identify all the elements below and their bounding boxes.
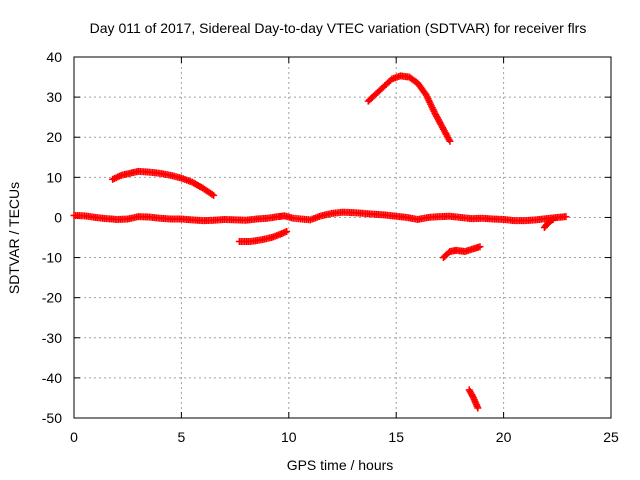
data-point xyxy=(549,215,557,223)
chart-title: Day 011 of 2017, Sidereal Day-to-day VTE… xyxy=(90,20,587,36)
data-point xyxy=(474,404,482,412)
x-tick-label: 25 xyxy=(603,429,619,445)
series-dip-22 xyxy=(540,215,557,231)
series-arc-early xyxy=(109,167,218,199)
data-points xyxy=(70,72,570,412)
y-tick-label: 30 xyxy=(46,89,62,105)
data-point xyxy=(548,216,556,224)
x-tick-label: 5 xyxy=(178,429,186,445)
x-tick-label: 15 xyxy=(388,429,404,445)
y-tick-label: 20 xyxy=(46,129,62,145)
x-tick-label: 10 xyxy=(281,429,297,445)
tick-labels: 0 5 10 15 20 25 -50 -40 -30 -20 -10 0 10 20 30 40 xyxy=(42,49,619,445)
y-tick-label: -20 xyxy=(42,290,62,306)
y-tick-label: -10 xyxy=(42,250,62,266)
y-tick-label: -50 xyxy=(42,410,62,426)
y-tick-label: 10 xyxy=(46,169,62,185)
plot-frame xyxy=(73,56,612,419)
x-tick-label: 0 xyxy=(70,429,78,445)
series-segment-8-10 xyxy=(235,227,291,246)
series-main-band xyxy=(70,208,570,225)
y-tick-label: -40 xyxy=(42,370,62,386)
data-point xyxy=(562,213,570,221)
y-tick-label: 40 xyxy=(46,49,62,65)
series-segment-17-19 xyxy=(439,243,484,262)
x-axis-title: GPS time / hours xyxy=(287,457,394,473)
x-tick-label: 20 xyxy=(496,429,512,445)
axis-ticks xyxy=(73,56,612,419)
y-tick-label: 0 xyxy=(54,209,62,225)
y-tick-label: -30 xyxy=(42,330,62,346)
data-point xyxy=(210,191,218,199)
data-point xyxy=(476,243,484,251)
y-axis-title: SDTVAR / TECUs xyxy=(6,182,22,294)
data-point xyxy=(446,137,454,145)
series-segment-deep xyxy=(465,386,482,412)
data-point xyxy=(283,227,291,235)
series-arc-peak xyxy=(364,72,454,145)
grid xyxy=(74,57,611,418)
